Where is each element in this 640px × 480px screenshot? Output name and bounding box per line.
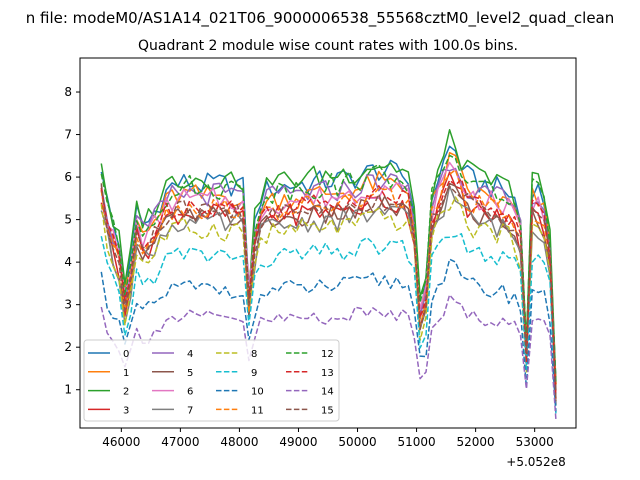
series-line-6 (100, 161, 557, 406)
y-tick-label: 8 (64, 85, 72, 99)
y-tick-label: 4 (64, 255, 72, 269)
y-tick-label: 7 (64, 128, 72, 142)
legend-label-10: 10 (251, 387, 264, 398)
x-tick-label: 49000 (279, 435, 317, 449)
y-tick-label: 1 (64, 383, 72, 397)
legend-label-11: 11 (251, 405, 264, 416)
x-tick-label: 51000 (397, 435, 435, 449)
y-axis: 1 2 3 4 5 6 7 8 (64, 85, 80, 397)
series-line-12 (100, 154, 557, 382)
x-axis: 46000 47000 48000 49000 50000 51000 52000 53000 (102, 428, 554, 449)
legend-box (83, 339, 340, 422)
x-offset-label: +5.052e8 (506, 455, 565, 469)
series-line-15 (100, 183, 557, 402)
legend-label-2: 2 (123, 387, 129, 398)
series-line-11 (100, 169, 557, 385)
series-lines (100, 129, 557, 420)
series-line-7 (100, 185, 557, 406)
legend-label-0: 0 (123, 349, 129, 360)
y-tick-label: 3 (64, 298, 72, 312)
chart-title: Quadrant 2 module wise count rates with … (138, 38, 518, 54)
legend-label-1: 1 (123, 368, 129, 379)
y-tick-label: 5 (64, 213, 72, 227)
legend-label-7: 7 (187, 405, 193, 416)
legend-label-15: 15 (321, 405, 334, 416)
series-line-2 (100, 129, 557, 385)
axes-frame (79, 57, 577, 429)
y-tick-label: 6 (64, 170, 72, 184)
x-tick-label: 46000 (102, 435, 140, 449)
x-tick-label: 52000 (457, 435, 495, 449)
legend-label-14: 14 (321, 387, 334, 398)
legend-label-13: 13 (321, 368, 334, 379)
series-line-14 (100, 294, 557, 420)
legend-label-5: 5 (187, 368, 193, 379)
series-line-10 (100, 258, 557, 412)
figure-suptitle: n file: modeM0/AS1A14_021T06_9000006538_… (26, 9, 615, 28)
x-tick-label: 48000 (220, 435, 258, 449)
legend-label-12: 12 (321, 349, 334, 360)
series-line-4 (100, 167, 557, 384)
legend-label-6: 6 (187, 387, 193, 398)
series-line-8 (100, 196, 557, 402)
series-line-5 (100, 182, 557, 391)
x-tick-label: 53000 (516, 435, 554, 449)
legend-label-3: 3 (123, 405, 129, 416)
x-tick-label: 47000 (161, 435, 199, 449)
y-tick-label: 2 (64, 340, 72, 354)
series-line-9 (100, 233, 557, 414)
legend-label-4: 4 (187, 349, 193, 360)
series-line-13 (100, 178, 557, 399)
x-tick-label: 50000 (338, 435, 376, 449)
legend-label-8: 8 (251, 349, 257, 360)
legend-label-9: 9 (251, 368, 257, 379)
